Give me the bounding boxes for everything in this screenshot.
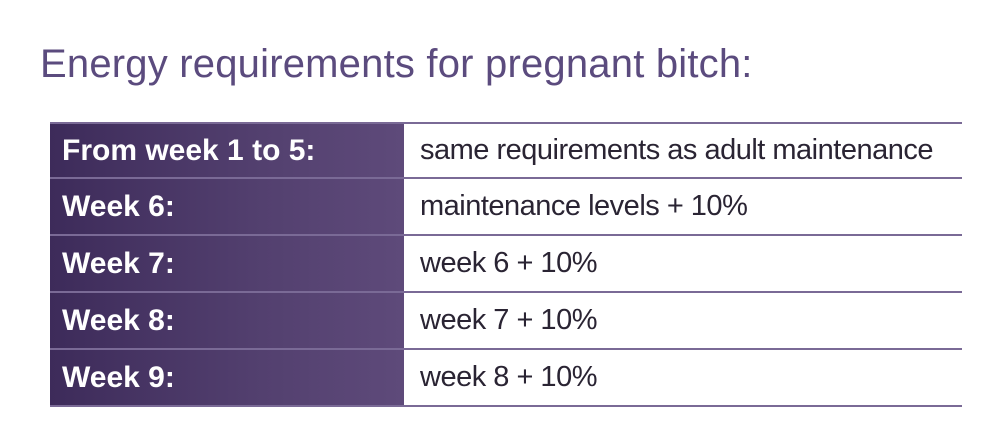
table-row: From week 1 to 5: same requirements as a…: [50, 122, 962, 179]
page-title: Energy requirements for pregnant bitch:: [40, 42, 753, 86]
row-value: same requirements as adult maintenance: [420, 134, 933, 166]
row-label: Week 7:: [50, 236, 406, 291]
energy-requirements-table: From week 1 to 5: same requirements as a…: [50, 122, 962, 407]
row-label: Week 8:: [50, 293, 406, 348]
table-row: Week 8: week 7 + 10%: [50, 293, 962, 350]
table-row: Week 6: maintenance levels + 10%: [50, 179, 962, 236]
row-value: week 7 + 10%: [420, 304, 597, 336]
row-value: week 6 + 10%: [420, 247, 597, 279]
row-label: Week 9:: [50, 350, 406, 405]
row-label: Week 6:: [50, 179, 406, 234]
row-value: maintenance levels + 10%: [420, 190, 748, 222]
table-row: Week 7: week 6 + 10%: [50, 236, 962, 293]
row-value: week 8 + 10%: [420, 361, 597, 393]
row-label: From week 1 to 5:: [50, 124, 406, 177]
table-row: Week 9: week 8 + 10%: [50, 350, 962, 407]
